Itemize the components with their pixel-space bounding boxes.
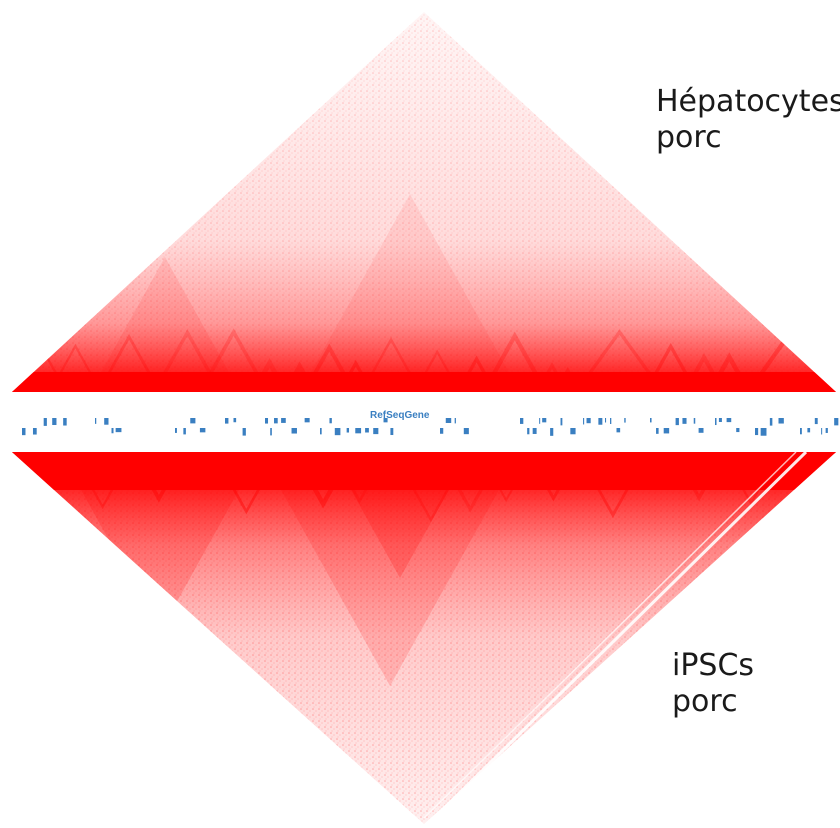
gene-mark (624, 418, 626, 423)
tad-domain (301, 343, 358, 392)
gene-mark (355, 428, 362, 434)
gene-mark (570, 428, 576, 435)
gene-mark (583, 418, 585, 425)
gene-mark (281, 418, 286, 423)
gene-mark (304, 418, 310, 423)
gene-mark (760, 428, 767, 436)
gene-mark (463, 428, 469, 435)
gene-mark (111, 428, 114, 434)
gene-mark (656, 428, 659, 434)
gene-mark (199, 428, 206, 433)
label-ipscs-line1: iPSCs (672, 648, 755, 683)
gene-mark (736, 428, 740, 433)
gene-mark (320, 428, 322, 435)
gene-mark (821, 428, 823, 435)
gene-mark (825, 428, 828, 433)
gene-mark (270, 428, 272, 436)
gene-mark (682, 418, 687, 424)
gene-mark (520, 418, 524, 424)
gene-mark (95, 418, 97, 424)
gene-mark (373, 428, 379, 435)
gene-mark (346, 428, 350, 433)
gene-mark (445, 418, 452, 423)
gene-mark (814, 418, 818, 425)
gene-mark (265, 418, 269, 424)
tad-domain (47, 343, 103, 392)
gene-mark (800, 428, 802, 435)
track-title: RefSeqGene (370, 410, 430, 421)
gene-mark (693, 418, 696, 424)
gene-mark (598, 418, 603, 425)
label-hepatocytes: Hépatocytes porc (656, 84, 840, 156)
tad-domain-large (90, 257, 240, 392)
gene-mark (605, 418, 607, 423)
gene-mark (32, 428, 37, 435)
gene-mark (698, 428, 704, 433)
gene-mark (718, 418, 722, 423)
gene-mark (63, 418, 67, 426)
gene-mark (755, 428, 759, 436)
gene-mark (542, 418, 547, 423)
gene-mark (233, 418, 237, 423)
gene-mark (43, 418, 47, 426)
gene-mark (274, 418, 278, 424)
gene-mark (454, 418, 456, 424)
gene-mark (532, 428, 537, 434)
label-ipscs-line2: porc (672, 684, 738, 719)
gene-mark (291, 428, 297, 434)
gene-mark (175, 428, 177, 433)
tad-domain (197, 328, 271, 392)
gene-annotations (22, 418, 839, 436)
gene-mark (539, 418, 541, 424)
label-ipscs: iPSCs porc (672, 648, 754, 720)
bottom-contact-triangle (12, 450, 836, 824)
gene-mark (527, 428, 530, 435)
gene-mark (650, 418, 652, 423)
gene-mark (675, 418, 679, 426)
gene-mark (190, 418, 196, 424)
tad-domain (151, 328, 224, 392)
tad-domain (642, 342, 699, 392)
gene-mark (440, 428, 444, 434)
gene-mark (365, 428, 369, 433)
gene-mark (807, 428, 811, 433)
gene-mark (550, 428, 554, 436)
gene-mark (560, 418, 563, 426)
gene-mark (104, 418, 109, 425)
tad-domain (96, 333, 163, 392)
gene-mark (225, 418, 229, 424)
gene-mark (769, 418, 773, 426)
tad-domain (572, 329, 667, 392)
gene-mark (834, 418, 839, 426)
gene-mark (334, 428, 341, 436)
gene-mark (610, 418, 612, 424)
gene-mark (616, 428, 621, 433)
gene-mark (52, 418, 57, 426)
gene-mark (726, 418, 732, 423)
gene-mark (115, 428, 122, 433)
gene-mark (183, 428, 186, 435)
label-hepatocytes-line2: porc (656, 120, 722, 155)
tad-domain-large (60, 452, 260, 632)
gene-mark (383, 418, 388, 423)
tad-domain (413, 349, 462, 392)
tad-domain (480, 331, 550, 392)
gene-mark (715, 418, 717, 426)
gene-mark (663, 428, 670, 434)
gene-mark (329, 418, 332, 424)
label-hepatocytes-line1: Hépatocytes (656, 84, 840, 119)
gene-mark (390, 428, 394, 436)
gene-mark (242, 428, 246, 436)
tad-domain-large (260, 452, 520, 686)
tad-domain-large (300, 194, 520, 392)
top-contact-triangle (12, 12, 836, 392)
gene-track (0, 394, 840, 450)
gene-mark (778, 418, 784, 424)
tad-domain (831, 452, 836, 504)
gene-mark (586, 418, 591, 424)
gene-mark (22, 428, 26, 436)
tad-domain (359, 337, 423, 392)
